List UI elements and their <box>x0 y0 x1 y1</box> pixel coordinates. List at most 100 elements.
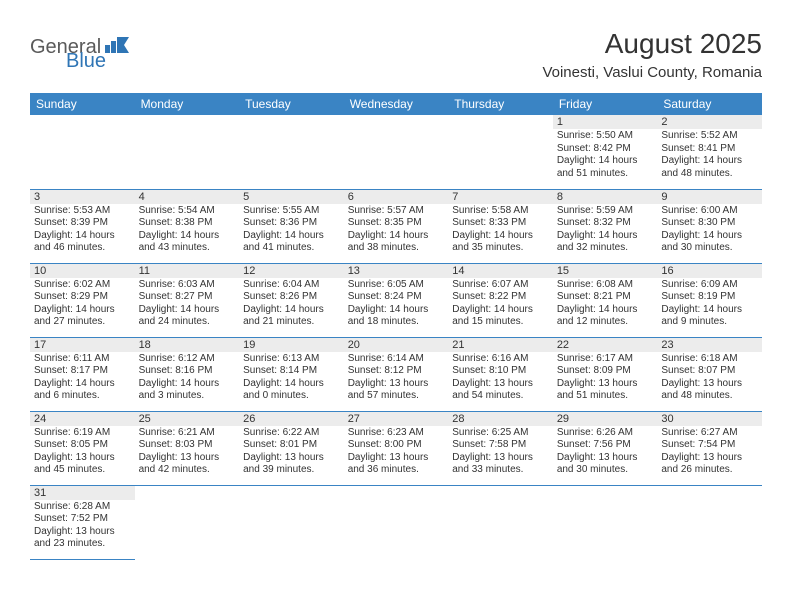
detail-line: and 39 minutes. <box>243 464 340 477</box>
logo-part2: Blue <box>66 50 106 72</box>
detail-line: Sunrise: 6:17 AM <box>557 353 654 366</box>
day-details: Sunrise: 6:26 AMSunset: 7:56 PMDaylight:… <box>553 426 658 480</box>
calendar-week: 31Sunrise: 6:28 AMSunset: 7:52 PMDayligh… <box>30 485 762 559</box>
detail-line: Daylight: 14 hours <box>661 230 758 243</box>
detail-line: Daylight: 13 hours <box>34 452 131 465</box>
logo-part2-wrap: Blue <box>66 50 106 73</box>
detail-line: Sunrise: 6:02 AM <box>34 279 131 292</box>
calendar-cell <box>553 485 658 559</box>
day-details: Sunrise: 6:03 AMSunset: 8:27 PMDaylight:… <box>135 278 240 332</box>
detail-line: Sunrise: 6:25 AM <box>452 427 549 440</box>
detail-line: Sunset: 8:14 PM <box>243 365 340 378</box>
calendar-week: 3Sunrise: 5:53 AMSunset: 8:39 PMDaylight… <box>30 189 762 263</box>
detail-line: Sunrise: 6:22 AM <box>243 427 340 440</box>
detail-line: Sunrise: 6:16 AM <box>452 353 549 366</box>
detail-line: and 27 minutes. <box>34 316 131 329</box>
detail-line: and 35 minutes. <box>452 242 549 255</box>
detail-line: Daylight: 14 hours <box>243 230 340 243</box>
detail-line: and 9 minutes. <box>661 316 758 329</box>
day-details: Sunrise: 5:54 AMSunset: 8:38 PMDaylight:… <box>135 204 240 258</box>
detail-line: Daylight: 14 hours <box>557 155 654 168</box>
weekday-header: Sunday <box>30 93 135 115</box>
detail-line: and 3 minutes. <box>139 390 236 403</box>
calendar-cell <box>135 485 240 559</box>
header: General August 2025 Voinesti, Vaslui Cou… <box>30 28 762 81</box>
detail-line: Daylight: 14 hours <box>139 304 236 317</box>
calendar-cell: 13Sunrise: 6:05 AMSunset: 8:24 PMDayligh… <box>344 263 449 337</box>
day-details: Sunrise: 6:00 AMSunset: 8:30 PMDaylight:… <box>657 204 762 258</box>
calendar-cell: 12Sunrise: 6:04 AMSunset: 8:26 PMDayligh… <box>239 263 344 337</box>
calendar-cell: 16Sunrise: 6:09 AMSunset: 8:19 PMDayligh… <box>657 263 762 337</box>
calendar-cell: 6Sunrise: 5:57 AMSunset: 8:35 PMDaylight… <box>344 189 449 263</box>
day-number: 22 <box>553 338 658 352</box>
detail-line: and 57 minutes. <box>348 390 445 403</box>
detail-line: Sunrise: 5:50 AM <box>557 130 654 143</box>
day-details: Sunrise: 5:50 AMSunset: 8:42 PMDaylight:… <box>553 129 658 183</box>
detail-line: Sunset: 7:58 PM <box>452 439 549 452</box>
calendar-cell <box>344 485 449 559</box>
calendar-week: 10Sunrise: 6:02 AMSunset: 8:29 PMDayligh… <box>30 263 762 337</box>
detail-line: Sunrise: 6:09 AM <box>661 279 758 292</box>
detail-line: Daylight: 13 hours <box>243 452 340 465</box>
detail-line: Sunset: 8:21 PM <box>557 291 654 304</box>
day-details: Sunrise: 6:23 AMSunset: 8:00 PMDaylight:… <box>344 426 449 480</box>
day-number: 15 <box>553 264 658 278</box>
calendar-cell: 5Sunrise: 5:55 AMSunset: 8:36 PMDaylight… <box>239 189 344 263</box>
detail-line: Sunrise: 6:27 AM <box>661 427 758 440</box>
detail-line: Sunset: 8:39 PM <box>34 217 131 230</box>
detail-line: Sunset: 8:22 PM <box>452 291 549 304</box>
detail-line: Sunset: 8:17 PM <box>34 365 131 378</box>
weekday-header: Saturday <box>657 93 762 115</box>
detail-line: Daylight: 13 hours <box>557 378 654 391</box>
day-details: Sunrise: 6:08 AMSunset: 8:21 PMDaylight:… <box>553 278 658 332</box>
calendar-cell <box>344 115 449 189</box>
detail-line: Sunrise: 5:59 AM <box>557 205 654 218</box>
day-details: Sunrise: 6:12 AMSunset: 8:16 PMDaylight:… <box>135 352 240 406</box>
detail-line: Sunrise: 5:55 AM <box>243 205 340 218</box>
detail-line: Sunset: 8:29 PM <box>34 291 131 304</box>
calendar-cell <box>657 485 762 559</box>
detail-line: Sunset: 8:19 PM <box>661 291 758 304</box>
detail-line: and 21 minutes. <box>243 316 340 329</box>
detail-line: Daylight: 13 hours <box>139 452 236 465</box>
detail-line: and 30 minutes. <box>557 464 654 477</box>
detail-line: Sunset: 8:41 PM <box>661 143 758 156</box>
detail-line: Daylight: 14 hours <box>34 230 131 243</box>
day-number: 12 <box>239 264 344 278</box>
detail-line: Sunset: 8:26 PM <box>243 291 340 304</box>
detail-line: Daylight: 13 hours <box>348 378 445 391</box>
detail-line: Daylight: 14 hours <box>348 230 445 243</box>
day-number: 7 <box>448 190 553 204</box>
day-details: Sunrise: 5:55 AMSunset: 8:36 PMDaylight:… <box>239 204 344 258</box>
calendar-cell: 10Sunrise: 6:02 AMSunset: 8:29 PMDayligh… <box>30 263 135 337</box>
detail-line: and 36 minutes. <box>348 464 445 477</box>
detail-line: Daylight: 14 hours <box>34 304 131 317</box>
detail-line: Sunset: 8:24 PM <box>348 291 445 304</box>
detail-line: and 0 minutes. <box>243 390 340 403</box>
weekday-header: Tuesday <box>239 93 344 115</box>
detail-line: Daylight: 14 hours <box>348 304 445 317</box>
calendar-cell <box>239 115 344 189</box>
detail-line: Sunrise: 5:54 AM <box>139 205 236 218</box>
calendar-cell: 8Sunrise: 5:59 AMSunset: 8:32 PMDaylight… <box>553 189 658 263</box>
calendar-cell <box>448 115 553 189</box>
detail-line: Sunset: 8:38 PM <box>139 217 236 230</box>
calendar-cell: 4Sunrise: 5:54 AMSunset: 8:38 PMDaylight… <box>135 189 240 263</box>
calendar-cell <box>448 485 553 559</box>
detail-line: and 30 minutes. <box>661 242 758 255</box>
detail-line: Daylight: 14 hours <box>139 230 236 243</box>
detail-line: Daylight: 14 hours <box>139 378 236 391</box>
detail-line: and 42 minutes. <box>139 464 236 477</box>
detail-line: Sunset: 8:00 PM <box>348 439 445 452</box>
calendar-cell: 15Sunrise: 6:08 AMSunset: 8:21 PMDayligh… <box>553 263 658 337</box>
detail-line: Sunrise: 6:28 AM <box>34 501 131 514</box>
detail-line: Sunrise: 6:26 AM <box>557 427 654 440</box>
calendar-cell <box>239 485 344 559</box>
weekday-header: Wednesday <box>344 93 449 115</box>
day-number: 14 <box>448 264 553 278</box>
day-details: Sunrise: 6:19 AMSunset: 8:05 PMDaylight:… <box>30 426 135 480</box>
detail-line: Sunrise: 5:57 AM <box>348 205 445 218</box>
calendar-cell: 31Sunrise: 6:28 AMSunset: 7:52 PMDayligh… <box>30 485 135 559</box>
calendar-cell: 27Sunrise: 6:23 AMSunset: 8:00 PMDayligh… <box>344 411 449 485</box>
detail-line: Sunset: 8:27 PM <box>139 291 236 304</box>
